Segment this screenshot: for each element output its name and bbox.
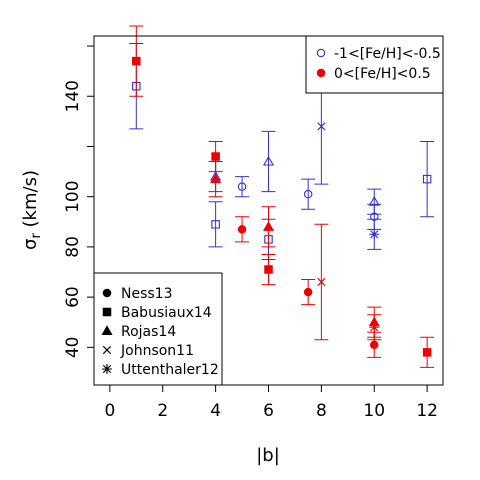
y-tick-label-140: 140 [63, 80, 83, 112]
survey-legend-entry-5: Uttenthaler12 [102, 362, 219, 378]
x-axis-label: |b| [256, 445, 280, 466]
x-tick-label-0: 0 [104, 401, 115, 421]
x-tick-label-10: 10 [363, 401, 385, 421]
survey-legend-marker-4 [102, 345, 112, 355]
marker-rojas14-metal-poor-3 [368, 196, 380, 206]
error-bar-babusiaux14-metal-poor-2 [208, 201, 223, 248]
marker-babusiaux14-metal-rich-2 [211, 152, 220, 161]
survey-legend-label-5: Uttenthaler12 [121, 362, 219, 378]
marker-uttenthaler12-metal-poor-1 [369, 229, 380, 240]
point-uttenthaler12-metal-poor-1 [367, 218, 382, 250]
survey-legend-entry-1: Ness13 [102, 286, 173, 302]
error-bar-babusiaux14-metal-poor-4 [420, 140, 435, 218]
metallicity-legend-marker-2 [316, 68, 326, 78]
metallicity-legend: -1<[Fe/H]<-0.5 0<[Fe/H]<0.5 [305, 35, 444, 94]
marker-ness13-metal-rich-3 [370, 340, 379, 350]
point-uttenthaler12-metal-rich-1 [367, 314, 382, 341]
marker-ness13-metal-poor-2 [303, 189, 313, 199]
x-tick-label-2: 2 [157, 401, 168, 421]
marker-ness13-metal-rich-1 [237, 225, 247, 234]
marker-babusiaux14-metal-rich-1 [132, 56, 141, 66]
marker-rojas14-metal-rich-1 [210, 173, 222, 184]
plot-marks [129, 25, 435, 368]
survey-legend-label-1: Ness13 [121, 286, 173, 302]
survey-legend-marker-5 [102, 364, 112, 374]
survey-legend: Ness13 Babusiaux14 Rojas14 Johnson11 Uttenth… [93, 272, 223, 386]
marker-babusiaux14-metal-rich-4 [422, 348, 432, 357]
point-rojas14-metal-poor-3 [367, 188, 382, 215]
metallicity-legend-entry-1: -1<[Fe/H]<-0.5 [316, 46, 441, 62]
x-tick-label-12: 12 [416, 401, 438, 421]
y-tick-label-80: 80 [63, 236, 83, 258]
point-babusiaux14-metal-poor-2 [208, 201, 223, 248]
point-rojas14-metal-poor-2 [261, 130, 276, 193]
y-tick-label-40: 40 [63, 337, 83, 359]
survey-legend-label-3: Rojas14 [121, 324, 176, 340]
y-axis-label-subscript: r [29, 233, 44, 239]
point-ness13-metal-poor-1 [235, 176, 250, 198]
marker-ness13-metal-rich-2 [303, 287, 313, 297]
marker-rojas14-metal-rich-2 [262, 221, 275, 231]
x-tick-label-8: 8 [316, 401, 327, 421]
survey-legend-marker-3 [101, 325, 113, 336]
survey-legend-entry-3: Rojas14 [101, 324, 176, 340]
survey-legend-label-2: Babusiaux14 [121, 305, 212, 321]
y-axis-label-unit: (km/s) [20, 170, 41, 233]
metallicity-legend-label-1: -1<[Fe/H]<-0.5 [334, 46, 441, 62]
point-rojas14-metal-rich-2 [261, 206, 276, 248]
y-axis-label-symbol: σ [20, 239, 41, 250]
point-babusiaux14-metal-rich-4 [420, 336, 435, 368]
y-tick-label-60: 60 [63, 286, 83, 308]
survey-legend-box [93, 272, 223, 386]
axes: 0 2 4 6 8 10 12 40 60 80 100 140 [63, 45, 438, 421]
survey-legend-marker-2 [102, 307, 112, 317]
point-babusiaux14-metal-rich-3 [261, 253, 276, 286]
point-ness13-metal-poor-2 [301, 178, 316, 210]
error-bar-rojas14-metal-poor-2 [261, 130, 276, 193]
y-axis-label: σr (km/s) [20, 170, 44, 250]
error-bar-ness13-metal-poor-1 [235, 176, 250, 198]
point-johnson11-metal-rich-1 [314, 223, 329, 341]
metallicity-legend-label-2: 0<[Fe/H]<0.5 [334, 66, 431, 82]
marker-ness13-metal-poor-1 [237, 182, 247, 191]
survey-legend-marker-1 [102, 288, 112, 298]
y-tick-label-100: 100 [63, 180, 83, 212]
error-bar-rojas14-metal-poor-3 [367, 188, 382, 215]
point-ness13-metal-rich-1 [235, 216, 250, 243]
point-babusiaux14-metal-rich-1 [129, 25, 144, 97]
marker-uttenthaler12-metal-rich-1 [369, 322, 380, 333]
x-tick-label-6: 6 [263, 401, 274, 421]
error-bar-ness13-metal-poor-2 [301, 178, 316, 210]
survey-legend-entry-4: Johnson11 [102, 343, 194, 359]
survey-legend-entry-2: Babusiaux14 [102, 305, 212, 321]
marker-johnson11-metal-rich-1 [317, 277, 326, 287]
point-ness13-metal-rich-2 [301, 279, 316, 306]
point-rojas14-metal-rich-1 [208, 161, 223, 198]
metallicity-legend-box [305, 35, 444, 94]
metallicity-legend-marker-1 [316, 48, 326, 58]
survey-legend-label-4: Johnson11 [120, 343, 194, 359]
marker-babusiaux14-metal-poor-2 [211, 220, 220, 229]
x-tick-label-4: 4 [210, 401, 221, 421]
marker-rojas14-metal-poor-2 [262, 155, 275, 166]
point-babusiaux14-metal-poor-4 [420, 140, 435, 218]
metallicity-legend-entry-2: 0<[Fe/H]<0.5 [316, 66, 431, 82]
marker-johnson11-metal-poor-1 [317, 122, 326, 131]
marker-babusiaux14-metal-poor-4 [422, 174, 432, 184]
marker-babusiaux14-metal-rich-3 [264, 265, 273, 274]
